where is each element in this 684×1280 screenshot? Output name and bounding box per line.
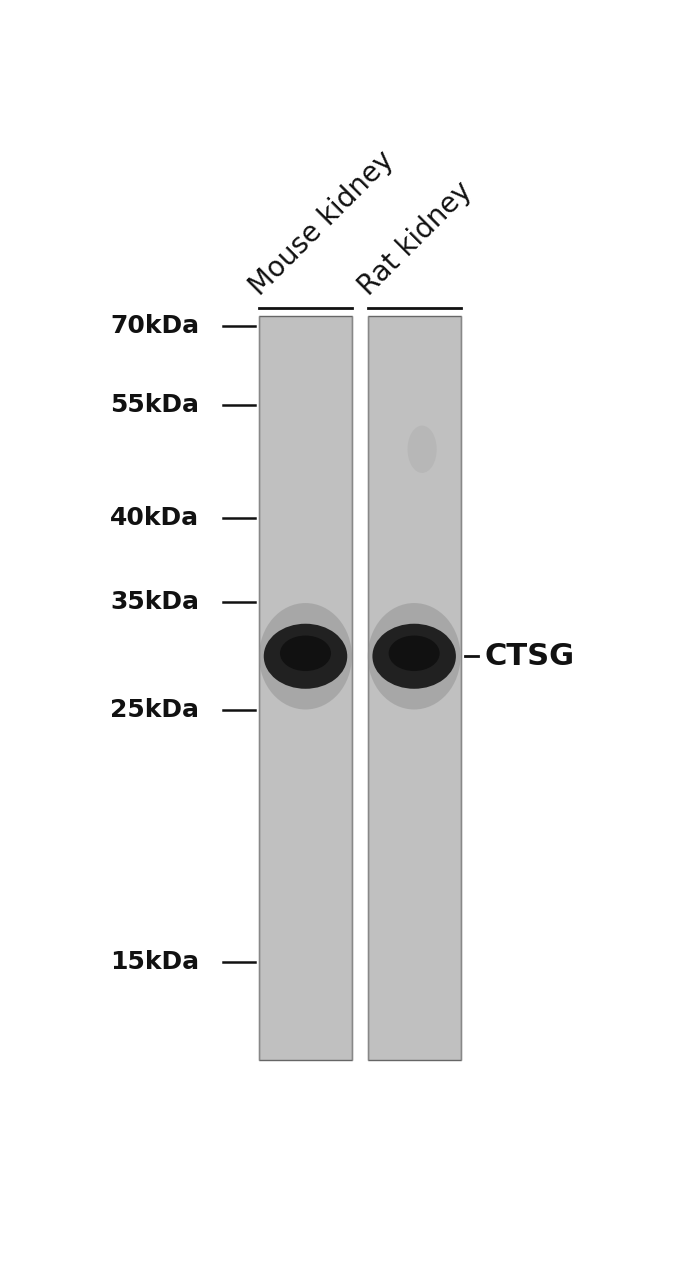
Text: 55kDa: 55kDa xyxy=(111,393,200,417)
Text: 15kDa: 15kDa xyxy=(110,950,200,974)
Ellipse shape xyxy=(389,636,440,671)
Text: 25kDa: 25kDa xyxy=(111,699,200,722)
Text: 40kDa: 40kDa xyxy=(110,507,200,530)
Text: CTSG: CTSG xyxy=(484,641,575,671)
Text: 35kDa: 35kDa xyxy=(111,590,200,614)
Text: 70kDa: 70kDa xyxy=(110,314,200,338)
FancyBboxPatch shape xyxy=(368,316,460,1060)
Ellipse shape xyxy=(280,636,331,671)
Ellipse shape xyxy=(372,623,456,689)
Ellipse shape xyxy=(408,426,436,472)
FancyBboxPatch shape xyxy=(259,316,352,1060)
Text: Mouse kidney: Mouse kidney xyxy=(245,146,399,301)
Ellipse shape xyxy=(264,623,347,689)
Ellipse shape xyxy=(259,603,352,709)
Text: Rat kidney: Rat kidney xyxy=(353,177,477,301)
Ellipse shape xyxy=(368,603,460,709)
